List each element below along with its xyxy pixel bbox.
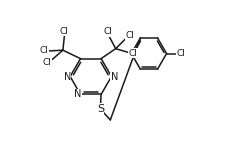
Text: Cl: Cl [128,49,137,58]
Text: Cl: Cl [103,27,112,36]
Text: N: N [74,89,81,99]
Text: Cl: Cl [39,46,48,55]
Text: Cl: Cl [43,58,51,67]
Text: N: N [63,71,71,82]
Text: Cl: Cl [176,49,184,58]
Text: N: N [110,71,117,82]
Text: S: S [96,104,104,114]
Text: Cl: Cl [60,27,69,36]
Text: Cl: Cl [124,32,133,40]
